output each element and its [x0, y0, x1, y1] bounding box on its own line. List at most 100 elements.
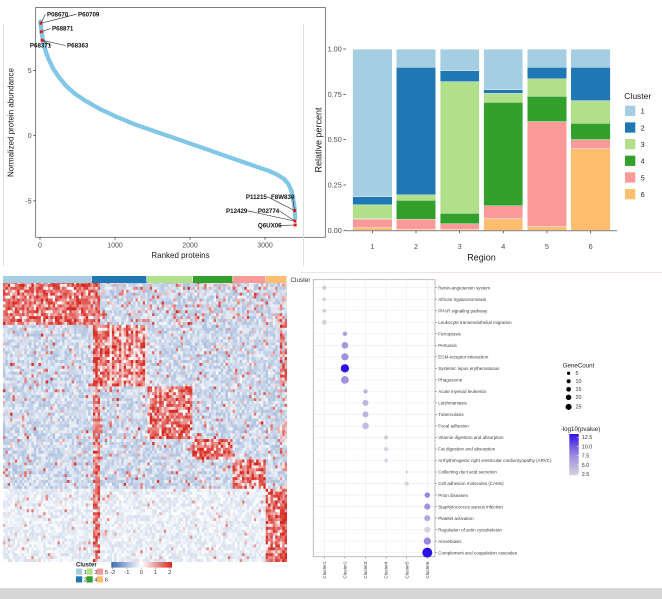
region-stacked-bar-chart: 0.00 0.25 0.50 0.75 1.00 1 2 3 4 5 6 Region Relative…: [314, 45, 652, 263]
highlighted-protein-point: [39, 30, 43, 34]
legend-label: 2: [641, 125, 645, 132]
cluster-legend-label: 6: [105, 578, 108, 584]
bar-segment: [396, 219, 436, 230]
annotation-leader-line: [41, 40, 52, 46]
bar-segment: [527, 78, 567, 97]
size-legend-dot: [566, 379, 571, 384]
protein-label: F8W830: [271, 194, 295, 201]
pathway-label: Acute myeloid leukemia: [438, 389, 486, 394]
bar-segment: [439, 70, 480, 82]
y-tick-label: 0: [28, 133, 32, 140]
bar-segment: [396, 194, 436, 201]
bar-segment: [527, 48, 567, 68]
enrichment-dot: [362, 422, 369, 430]
x-tick-label: 3000: [257, 243, 273, 250]
pathway-label: Vitamin digestion and absorption: [438, 435, 504, 440]
pval-tick-label: 10.0: [582, 444, 593, 450]
bar-segment: [396, 48, 436, 68]
enrichment-dot: [404, 481, 409, 486]
enrichment-dot: [422, 547, 433, 558]
annotation-leader-line: [42, 39, 66, 46]
enrichment-dot: [341, 376, 349, 384]
pathway-label: Pertussis: [438, 343, 457, 348]
x-tick-label: 4: [501, 242, 505, 251]
bar-segment: [570, 139, 611, 149]
bar-segment: [439, 223, 480, 230]
bar-segment: [352, 48, 393, 197]
enrichment-dot: [362, 399, 369, 406]
x-tick-label: 0: [38, 243, 42, 250]
cluster-annotation-segment: [91, 276, 147, 283]
size-legend-label: 5: [576, 371, 579, 377]
protein-label: P12429: [226, 208, 248, 215]
highlighted-protein-point: [40, 38, 44, 42]
annotation-leader-line: [279, 210, 296, 222]
annotation-leader-line: [41, 28, 51, 33]
y-tick-label: 0.50: [328, 135, 342, 144]
enrichment-dot: [341, 353, 349, 361]
cluster-legend-label: 1: [84, 570, 87, 576]
enrichment-dot: [424, 526, 431, 533]
bar-segment: [527, 226, 567, 231]
x-tick-label: 1: [370, 242, 374, 251]
pathway-label: Renin-angiotensin system: [438, 285, 490, 290]
enrichment-dot: [322, 285, 327, 290]
y-tick-label: 0.25: [328, 180, 342, 189]
cluster-axis-label: Cluster5: [404, 561, 409, 579]
x-tick-label: 6: [589, 242, 593, 251]
enrichment-dot: [363, 389, 368, 394]
legend-label: 4: [641, 159, 645, 166]
cluster-legend-swatch: [76, 576, 83, 583]
pathway-label: Tuberculosis: [438, 412, 464, 417]
pathway-label: Systemic lupus erythematosus: [438, 366, 500, 371]
enrichment-dot: [424, 503, 431, 510]
enrichment-dot: [362, 411, 369, 418]
y-tick-label: 5: [28, 68, 32, 75]
pathway-label: PPAR signaling pathway: [438, 308, 488, 313]
pane-divider-right: [303, 24, 304, 266]
size-legend-label: 20: [576, 395, 582, 401]
y-tick-label: 1.00: [328, 45, 342, 54]
bar-segment: [439, 48, 480, 71]
pathway-label: Platelet activation: [438, 516, 474, 521]
bar-segment: [352, 204, 393, 219]
enrichment-dot: [340, 364, 350, 373]
cluster-axis-label: Cluster2: [343, 561, 348, 579]
pathway-label: Collecting duct acid secretion: [438, 470, 497, 475]
colorbar-tick-label: 2: [168, 570, 171, 576]
cluster-annotation-segment: [265, 276, 287, 283]
bar-segment: [483, 93, 524, 103]
bar-segment: [483, 48, 524, 90]
bar-segment: [570, 123, 611, 140]
heatmap-body: [3, 281, 287, 562]
pathway-label: Regulation of actin cytoskeleton: [438, 527, 502, 532]
protein-label: P68871: [52, 26, 74, 33]
legend-title: Cluster: [624, 91, 651, 101]
cluster-legend-swatch: [97, 576, 104, 583]
enrichment-dot: [384, 458, 388, 463]
cluster-annotation-segment: [192, 276, 233, 283]
x-tick-label: 1000: [107, 243, 123, 250]
x-axis-title: Region: [467, 253, 496, 263]
pathway-label: African trypanosomiasis: [438, 297, 487, 302]
y-axis-title: Normalized protein abundance: [7, 67, 16, 177]
size-legend-dot: [565, 394, 572, 400]
pathway-label: Cell adhesion molecules (CAMs): [438, 481, 504, 486]
bar-segment: [483, 205, 524, 219]
annotation-leader-line: [40, 13, 77, 24]
protein-heatmap-panel: Cluster Cluster 1 3 5 2 4 6 -2 -1 0 1 2: [0, 268, 310, 590]
x-tick-label: 2000: [182, 243, 198, 250]
pathway-label: Fat digestion and absorption: [438, 447, 495, 452]
size-legend-dot: [566, 371, 571, 375]
enrichment-dot: [424, 492, 431, 498]
cluster-axis-label: Cluster1: [322, 561, 327, 579]
bar-segment: [527, 66, 567, 80]
pval-tick-label: 12.5: [582, 435, 593, 441]
cluster-legend-title: Cluster: [76, 563, 97, 569]
protein-label: Q6UX06: [258, 223, 282, 230]
bottom-gray-strip: [0, 588, 662, 599]
pval-colorbar: [569, 434, 579, 476]
y-axis-title: Relative percent: [314, 107, 324, 173]
colorbar-tick-label: -2: [110, 570, 115, 576]
